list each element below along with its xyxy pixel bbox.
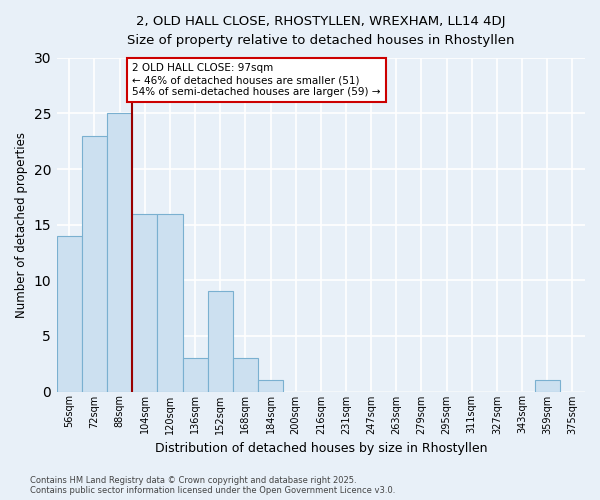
Bar [208, 292, 233, 392]
Bar [57, 236, 82, 392]
Text: 2 OLD HALL CLOSE: 97sqm
← 46% of detached houses are smaller (51)
54% of semi-de: 2 OLD HALL CLOSE: 97sqm ← 46% of detache… [132, 64, 381, 96]
Title: 2, OLD HALL CLOSE, RHOSTYLLEN, WREXHAM, LL14 4DJ
Size of property relative to de: 2, OLD HALL CLOSE, RHOSTYLLEN, WREXHAM, … [127, 15, 515, 47]
Bar [233, 358, 258, 392]
Bar [107, 114, 132, 392]
Bar [157, 214, 182, 392]
Bar [132, 214, 157, 392]
X-axis label: Distribution of detached houses by size in Rhostyllen: Distribution of detached houses by size … [155, 442, 487, 455]
Bar [82, 136, 107, 392]
Bar [182, 358, 208, 392]
Bar [535, 380, 560, 392]
Y-axis label: Number of detached properties: Number of detached properties [15, 132, 28, 318]
Text: Contains HM Land Registry data © Crown copyright and database right 2025.
Contai: Contains HM Land Registry data © Crown c… [30, 476, 395, 495]
Bar [258, 380, 283, 392]
